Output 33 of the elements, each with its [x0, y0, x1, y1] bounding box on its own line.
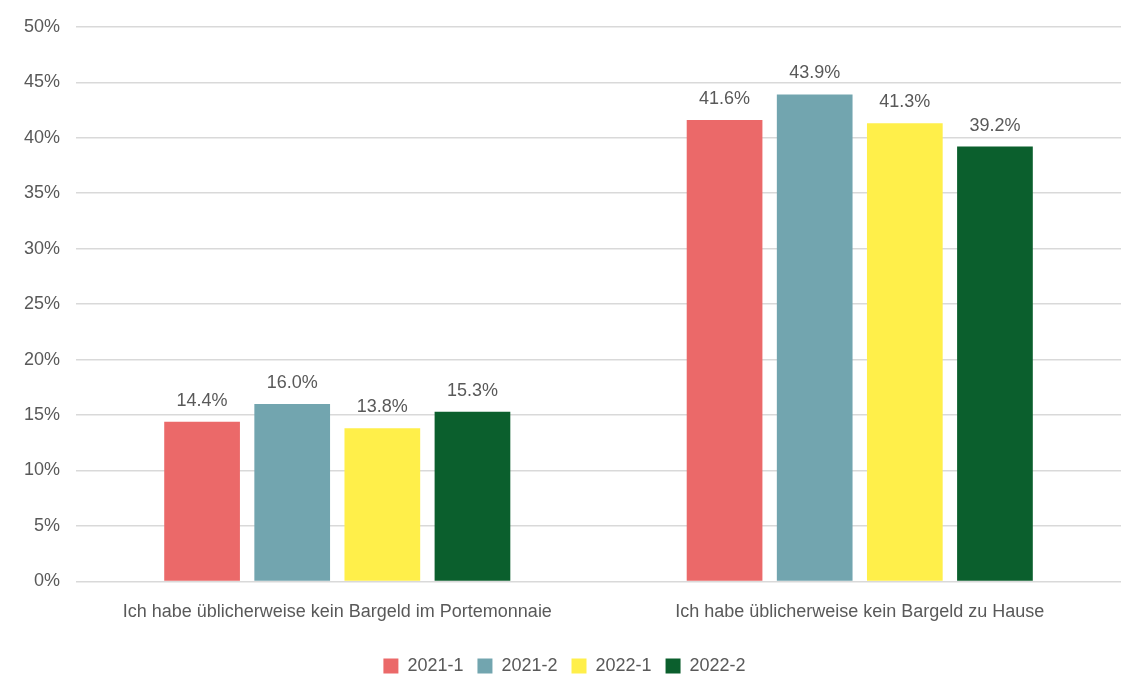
y-tick-label: 15% — [24, 403, 61, 424]
y-tick-label: 50% — [24, 15, 61, 36]
legend-label: 2021-2 — [501, 654, 558, 675]
legend-label: 2022-1 — [595, 654, 652, 675]
data-label: 16.0% — [266, 371, 318, 392]
y-tick-label: 0% — [34, 570, 61, 591]
data-label: 41.3% — [879, 91, 931, 112]
data-label: 39.2% — [969, 114, 1021, 135]
bar — [254, 403, 331, 581]
y-tick-label: 45% — [24, 71, 61, 92]
legend-label: 2021-1 — [407, 654, 464, 675]
y-tick-label: 20% — [24, 348, 61, 369]
bar — [866, 123, 943, 581]
y-tick-label: 35% — [24, 182, 61, 203]
y-tick-label: 25% — [24, 293, 61, 314]
data-label: 41.6% — [699, 87, 751, 108]
legend-label: 2022-2 — [689, 654, 746, 675]
bar — [434, 411, 511, 581]
y-tick-label: 5% — [34, 514, 61, 535]
y-tick-label: 30% — [24, 237, 61, 258]
x-tick-label: Ich habe üblicherweise kein Bargeld im Portemonnaie — [122, 601, 552, 622]
bar — [957, 146, 1033, 581]
x-tick-label: Ich habe üblicherweise kein Bargeld zu Hause — [675, 601, 1045, 622]
data-label: 13.8% — [356, 396, 408, 417]
data-label: 15.3% — [446, 379, 498, 400]
bar — [686, 119, 763, 581]
y-tick-label: 40% — [24, 126, 61, 147]
bar — [776, 94, 853, 581]
data-label: 14.4% — [176, 389, 228, 410]
data-label: 43.9% — [789, 62, 841, 83]
bar — [344, 428, 421, 581]
bar — [164, 421, 240, 581]
y-tick-label: 10% — [24, 459, 61, 480]
